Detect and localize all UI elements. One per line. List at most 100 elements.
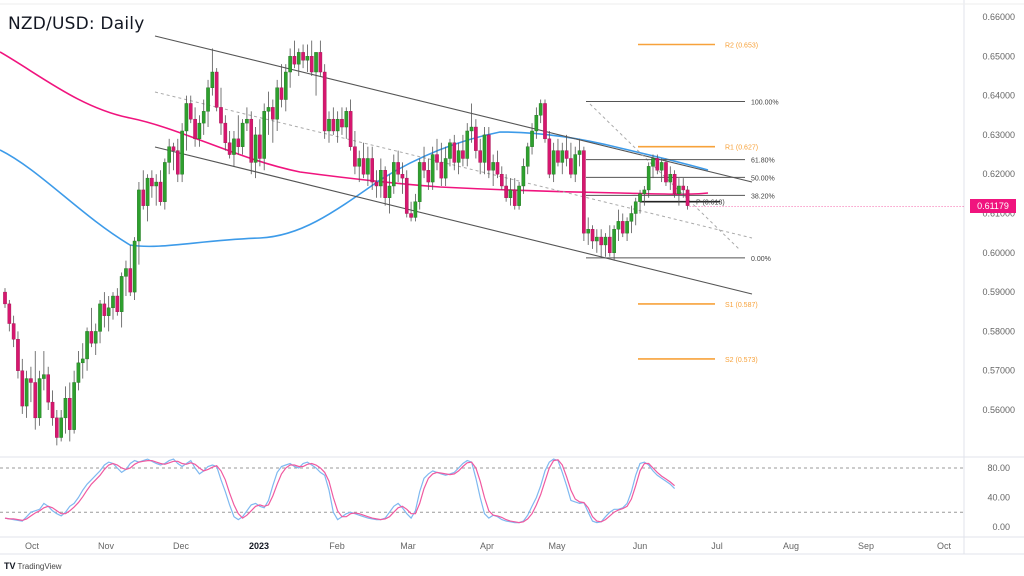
- candle-bearish: [461, 150, 465, 159]
- candle-bearish: [322, 71, 327, 132]
- candle-bearish: [582, 150, 586, 234]
- candle-bullish: [132, 240, 137, 293]
- candle-bullish: [163, 162, 167, 202]
- candle-bullish: [482, 134, 487, 163]
- candle-bearish: [504, 185, 508, 198]
- candle-bullish: [616, 221, 621, 230]
- candle-bearish: [348, 111, 353, 147]
- candle-bearish: [271, 107, 275, 120]
- candlesticks: [3, 40, 964, 446]
- stoch-axis-label: 0.00: [992, 522, 1010, 532]
- price-axis-label: 0.64000: [982, 91, 1015, 101]
- candle-bearish: [564, 150, 569, 159]
- time-axis-label: Jun: [633, 541, 648, 551]
- candle-bearish: [672, 173, 677, 195]
- candle-bullish: [560, 150, 565, 163]
- time-axis-label: Oct: [937, 541, 952, 551]
- candle-bullish: [305, 56, 310, 61]
- candle-bullish: [93, 331, 98, 344]
- candle-bullish: [387, 185, 392, 198]
- candle-bullish: [577, 150, 582, 155]
- candle-bullish: [288, 56, 292, 73]
- candle-bearish: [361, 158, 366, 175]
- candle-bullish: [206, 87, 210, 112]
- chart-title: NZD/USD: Daily: [8, 14, 145, 34]
- candle-bearish: [214, 71, 219, 108]
- candle-bearish: [309, 56, 314, 73]
- candle-bearish: [193, 118, 197, 140]
- candle-bullish: [111, 295, 115, 309]
- candle-bearish: [29, 378, 33, 383]
- candle-bearish: [171, 146, 176, 151]
- price-axis-label: 0.62000: [982, 169, 1015, 179]
- pivot-levels: R2 (0.653) R1 (0.627) P (0.613) S1 (0.587) S…: [638, 43, 758, 364]
- price-axis-label: 0.65000: [982, 51, 1015, 61]
- candle-bearish: [374, 181, 379, 187]
- candle-bullish: [197, 122, 202, 140]
- trend-channel: [154, 35, 753, 295]
- candle-bullish: [659, 162, 664, 171]
- candle-bullish: [167, 146, 171, 163]
- candle-bearish: [409, 213, 413, 218]
- time-axis-label: Mar: [400, 541, 416, 551]
- candle-bearish: [227, 142, 232, 155]
- candle-bullish: [245, 118, 249, 124]
- candle-bearish: [599, 236, 603, 246]
- candle-bearish: [439, 162, 444, 179]
- candle-bearish: [301, 52, 305, 61]
- candle-bullish: [625, 221, 629, 234]
- tradingview-logo-icon: TV: [4, 561, 16, 571]
- candle-bullish: [443, 158, 448, 179]
- time-axis-label: Jul: [711, 541, 723, 551]
- candle-bullish: [586, 229, 590, 234]
- grid: [0, 0, 1024, 555]
- candle-bearish: [512, 189, 517, 206]
- price-axis-label: 0.56000: [982, 405, 1015, 415]
- candle-bearish: [396, 162, 400, 175]
- candle-bearish: [292, 56, 297, 65]
- candle-bearish: [219, 107, 223, 124]
- candle-bullish: [98, 303, 102, 332]
- candle-bearish: [258, 134, 262, 159]
- tradingview-logo[interactable]: TV TradingView: [4, 561, 62, 571]
- candle-bullish: [154, 181, 159, 187]
- candle-bullish: [538, 103, 543, 116]
- stochastic-pane: [4, 458, 676, 524]
- candle-bullish: [80, 358, 85, 364]
- candle-bearish: [3, 291, 7, 305]
- candle-bullish: [37, 378, 42, 419]
- pivot-label: S1 (0.587): [725, 302, 758, 309]
- candle-bearish: [400, 173, 405, 179]
- candle-bearish: [188, 103, 193, 120]
- candle-bullish: [85, 331, 89, 360]
- current-price-tag: 0.61179: [970, 199, 1016, 214]
- candle-bullish: [240, 122, 245, 147]
- candle-bullish: [651, 158, 655, 167]
- candle-bullish: [119, 276, 124, 312]
- candle-bearish: [500, 173, 504, 187]
- candle-bullish: [491, 162, 495, 171]
- candle-bullish: [448, 142, 452, 159]
- price-axis-label: 0.59000: [982, 287, 1015, 297]
- tradingview-brand: TradingView: [17, 561, 62, 571]
- candle-bearish: [404, 177, 409, 214]
- candle-bullish: [638, 193, 642, 202]
- candle-bearish: [452, 142, 457, 163]
- candle-bullish: [517, 185, 521, 206]
- candle-bullish: [232, 138, 236, 155]
- candle-bullish: [24, 378, 29, 407]
- candle-bearish: [115, 295, 120, 312]
- candle-bullish: [201, 111, 206, 124]
- candle-bearish: [620, 221, 625, 234]
- channel-upper-line: [154, 35, 753, 183]
- moving-averages: [0, 51, 709, 248]
- candle-bullish: [284, 71, 288, 100]
- candle-bullish: [63, 398, 68, 419]
- fib-label: 61.80%: [751, 158, 775, 165]
- channel-midline: [154, 91, 753, 239]
- candle-bearish: [141, 189, 146, 206]
- ma-pink-line: [0, 51, 709, 195]
- candle-bullish: [456, 150, 461, 163]
- candle-bearish: [55, 417, 59, 438]
